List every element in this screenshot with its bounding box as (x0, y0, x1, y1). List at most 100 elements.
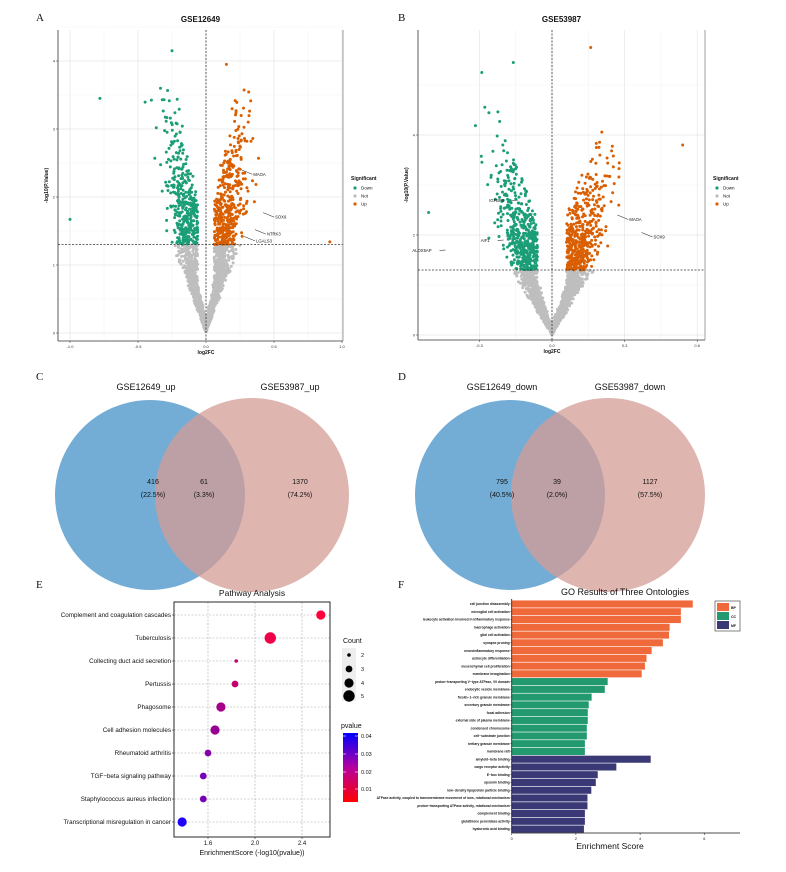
volcano-point-not (226, 253, 230, 257)
volcano-point-up (223, 215, 226, 219)
volcano-point-not (193, 278, 197, 282)
volcano-point-not (530, 279, 534, 282)
volcano-point-not (224, 278, 227, 282)
panel-label-a: A (36, 12, 44, 24)
volcano-point-down (169, 143, 173, 147)
volcano-point-not (214, 300, 218, 304)
volcano-point-up (226, 206, 230, 210)
volcano-point-not (519, 274, 523, 278)
volcano-point-down (172, 171, 176, 175)
volcano-point-not (560, 308, 564, 312)
volcano-point-not (560, 300, 564, 304)
volcano-point-up (572, 196, 576, 200)
volcano-point-not (224, 259, 228, 262)
y-tick-label: 3 (53, 127, 56, 132)
volcano-point-not (187, 277, 191, 281)
volcano-point-down (196, 234, 199, 238)
x-tick-label: 1.0 (339, 344, 345, 349)
volcano-point-up (246, 189, 250, 193)
volcano-point-not (211, 299, 215, 303)
volcano-point-not (541, 311, 544, 315)
volcano-point-not (204, 318, 208, 322)
volcano-point-up (232, 205, 236, 209)
volcano-point-not (206, 323, 210, 326)
volcano-point-down (164, 150, 168, 154)
y-tick-label: 1 (53, 263, 56, 268)
volcano-point-not (537, 309, 541, 313)
volcano-point-up (215, 197, 219, 201)
volcano-point-down (188, 187, 192, 191)
volcano-point-up (249, 139, 253, 143)
volcano-point-not (521, 271, 525, 275)
gene-label-connector (241, 169, 253, 175)
volcano-point-down (163, 129, 167, 133)
volcano-point-not (197, 307, 200, 311)
volcano-point-not (183, 255, 187, 258)
volcano-point-down (194, 203, 198, 207)
volcano-point-not (206, 305, 210, 309)
volcano-point-up (230, 107, 234, 111)
volcano-point-down (176, 139, 180, 143)
volcano-point-down (189, 172, 193, 176)
volcano-point-up (227, 199, 230, 203)
volcano-point-not (216, 293, 220, 297)
volcano-point-up (254, 183, 258, 186)
volcano-point-down (173, 111, 177, 115)
volcano-point-down (505, 255, 509, 259)
volcano-point-down (192, 235, 196, 239)
volcano-point-up (226, 174, 230, 178)
volcano-point-up (594, 173, 598, 176)
volcano-point-up (230, 212, 234, 216)
volcano-point-up (235, 169, 238, 173)
volcano-point-up (223, 171, 227, 174)
gene-label: LGALS3 (256, 238, 273, 243)
volcano-point-up (228, 183, 232, 187)
volcano-point-down (499, 224, 503, 228)
volcano-point-not (578, 283, 582, 287)
legend-label: Up (361, 202, 367, 207)
volcano-point-up (231, 165, 235, 169)
volcano-point-down (179, 192, 183, 195)
volcano-point-up (597, 193, 601, 197)
volcano-point-down (186, 217, 189, 220)
volcano-point-down (513, 191, 517, 195)
volcano-point-down (186, 210, 190, 214)
volcano-point-down (186, 201, 190, 205)
volcano-point-not (567, 303, 571, 307)
volcano-point-up (225, 239, 229, 243)
volcano-point-down (512, 158, 515, 162)
volcano-point-down (165, 229, 169, 233)
volcano-point-down (166, 89, 170, 92)
volcano-point-up (237, 134, 241, 138)
volcano-point-not (580, 271, 584, 275)
volcano-point-down (178, 219, 182, 223)
volcano-point-down (180, 124, 184, 128)
volcano-point-down (164, 180, 168, 184)
plot-area (58, 30, 343, 341)
volcano-point-down (175, 158, 179, 162)
volcano-point-down (154, 126, 158, 130)
volcano-point-up (223, 186, 226, 190)
volcano-point-up (216, 230, 220, 233)
volcano-point-not (187, 246, 191, 250)
volcano-point-not (231, 246, 235, 250)
volcano-point-up (222, 218, 226, 222)
volcano-point-down (181, 151, 185, 155)
volcano-point-up (594, 141, 598, 145)
volcano-point-not (214, 282, 218, 286)
volcano-point-down (185, 229, 189, 233)
volcano-point-up (235, 153, 239, 157)
volcano-point-up (611, 165, 615, 169)
volcano-point-up (242, 207, 246, 211)
volcano-point-not (519, 281, 522, 285)
volcano-point-not (556, 312, 560, 316)
volcano-point-up (241, 212, 245, 216)
volcano-point-up (237, 167, 241, 171)
volcano-point-not (217, 265, 221, 269)
volcano-point-not (177, 249, 181, 253)
volcano-point-up (215, 210, 219, 214)
volcano-point-down (178, 130, 182, 134)
volcano-point-up (220, 215, 224, 219)
volcano-point-down (519, 192, 523, 196)
volcano-point-up (227, 234, 231, 238)
